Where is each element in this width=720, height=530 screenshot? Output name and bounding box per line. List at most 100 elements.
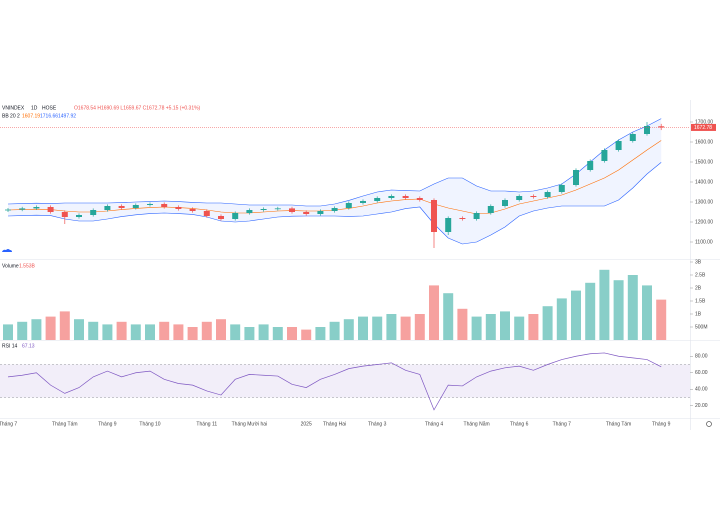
candle-body bbox=[260, 209, 267, 210]
volume-bar bbox=[400, 316, 411, 340]
y-tick-label: 60.00 bbox=[695, 370, 708, 376]
candle-body bbox=[61, 212, 68, 217]
candle-body bbox=[5, 209, 11, 211]
candle-body bbox=[516, 196, 523, 200]
volume-bar bbox=[102, 324, 113, 340]
candle-body bbox=[360, 201, 366, 203]
volume-bar bbox=[627, 275, 638, 340]
candle-body bbox=[147, 204, 153, 205]
candle-body bbox=[218, 216, 224, 219]
candle-body bbox=[459, 218, 466, 219]
candle-body bbox=[544, 192, 551, 197]
x-tick-label: Tháng 10 bbox=[139, 421, 160, 427]
x-tick-label: Tháng Mười hai bbox=[232, 421, 268, 427]
bb-line bbox=[7, 162, 662, 245]
candle-body bbox=[33, 207, 40, 209]
y-tick-label: 2.5B bbox=[695, 272, 706, 278]
candle-body bbox=[502, 200, 508, 206]
volume-bar bbox=[613, 280, 624, 340]
candle-body bbox=[76, 215, 82, 217]
candle-body bbox=[90, 210, 97, 215]
volume-bar bbox=[556, 298, 567, 340]
y-tick-label: 20.00 bbox=[695, 403, 708, 409]
volume-bar bbox=[272, 327, 283, 340]
candle-body bbox=[530, 196, 537, 197]
candle-body bbox=[331, 208, 338, 211]
volume-bar bbox=[230, 324, 241, 340]
volume-bar bbox=[571, 290, 581, 340]
candle-body bbox=[161, 204, 168, 207]
interval: 1D bbox=[31, 105, 38, 111]
volume-bar bbox=[74, 319, 84, 340]
candle-body bbox=[388, 196, 395, 198]
x-tick-label: Tháng 3 bbox=[368, 421, 387, 427]
volume-bar bbox=[216, 319, 226, 340]
y-tick-label: 1300.00 bbox=[695, 199, 713, 205]
y-tick-label: 1600.00 bbox=[695, 139, 713, 145]
bb-upper-value: 1716.66 bbox=[40, 113, 58, 119]
ohlc-legend: O1678.54 H1690.69 L1659.67 C1672.78 +5.1… bbox=[74, 105, 201, 111]
bb-name: BB 20 2 bbox=[2, 113, 20, 119]
candle-body bbox=[445, 218, 452, 232]
candle-body bbox=[19, 208, 26, 210]
rsi-band bbox=[0, 364, 690, 398]
y-tick-label: 1.5B bbox=[695, 298, 706, 304]
exchange: HOSE bbox=[42, 105, 57, 111]
volume-bar bbox=[471, 316, 482, 340]
x-tick-label: Tháng Tám bbox=[52, 421, 77, 427]
candle-body bbox=[118, 206, 125, 208]
volume-bar bbox=[358, 316, 368, 340]
candle-body bbox=[473, 213, 480, 219]
candle-body bbox=[629, 134, 636, 141]
volume-bar bbox=[3, 324, 13, 340]
x-tick-label: 2025 bbox=[301, 421, 312, 427]
x-tick-label: Tháng 4 bbox=[425, 421, 444, 427]
x-tick-label: Tháng 6 bbox=[510, 421, 529, 427]
candle-body bbox=[573, 170, 579, 185]
volume-bar bbox=[31, 319, 42, 340]
volume-bar bbox=[173, 324, 184, 340]
candle-body bbox=[431, 200, 437, 232]
volume-bar bbox=[414, 314, 425, 340]
volume-bar bbox=[429, 285, 439, 340]
x-tick-label: Tháng Tám bbox=[606, 421, 631, 427]
volume-bar bbox=[443, 293, 454, 340]
volume-bar bbox=[45, 316, 56, 340]
y-tick-label: 2B bbox=[695, 285, 702, 291]
y-tick-label: 1100.00 bbox=[695, 239, 713, 245]
candle-body bbox=[289, 208, 295, 212]
candle-body bbox=[203, 211, 210, 216]
volume-bar bbox=[585, 282, 596, 340]
candle-body bbox=[104, 206, 111, 210]
candle-body bbox=[558, 185, 565, 192]
y-tick-label: 1400.00 bbox=[695, 179, 713, 185]
volume-bar bbox=[17, 321, 28, 340]
y-tick-label: 1700.00 bbox=[695, 119, 713, 125]
candle-body bbox=[345, 203, 352, 208]
bb-lower-value: 1497.92 bbox=[58, 113, 76, 119]
rsi-value: 67.13 bbox=[22, 343, 35, 349]
volume-bar bbox=[159, 321, 170, 340]
volume-bar bbox=[500, 311, 510, 340]
candle-body bbox=[644, 126, 650, 134]
candle-body bbox=[246, 210, 253, 213]
y-tick-label: 80.00 bbox=[695, 354, 708, 360]
y-tick-label: 1500.00 bbox=[695, 159, 713, 165]
volume-bar bbox=[244, 327, 255, 340]
volume-bar bbox=[145, 324, 155, 340]
x-tick-label: Tháng Hai bbox=[323, 421, 346, 427]
x-tick-label: Tháng 7 bbox=[0, 421, 17, 427]
volume-bar bbox=[542, 306, 553, 340]
y-tick-label: 3B bbox=[695, 259, 702, 265]
settings-icon[interactable] bbox=[706, 421, 712, 427]
volume-bar bbox=[528, 314, 539, 340]
candle-body bbox=[658, 126, 665, 128]
x-tick-label: Tháng 7 bbox=[553, 421, 572, 427]
y-tick-label: 1B bbox=[695, 311, 702, 317]
rsi-line bbox=[7, 352, 662, 411]
volume-bar bbox=[258, 324, 269, 340]
volume-bar bbox=[301, 329, 312, 340]
candle-body bbox=[189, 209, 196, 211]
volume-bar bbox=[642, 285, 652, 340]
volume-bar bbox=[59, 311, 70, 340]
